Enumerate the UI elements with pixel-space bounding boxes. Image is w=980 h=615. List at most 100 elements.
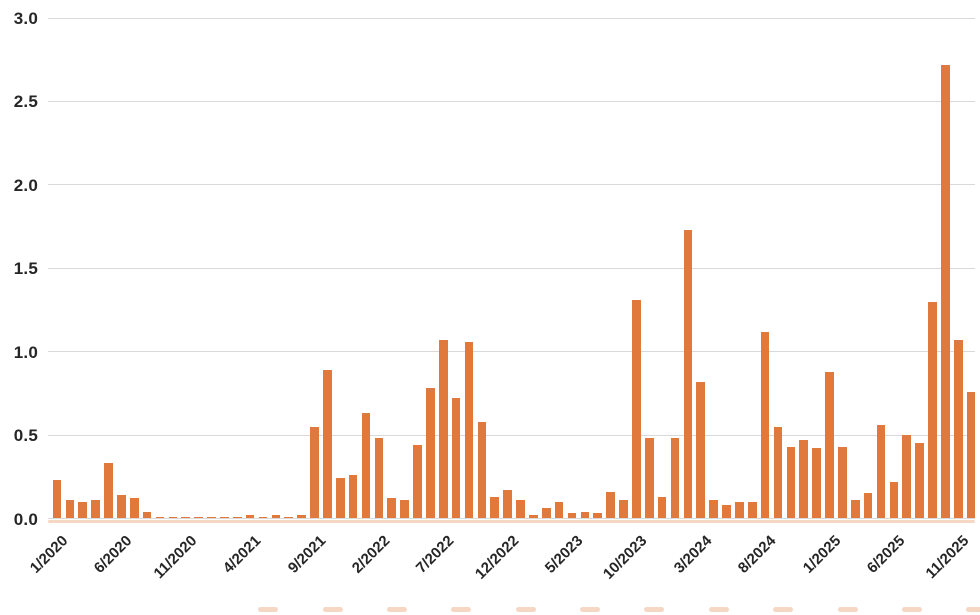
y-axis-tick-label: 0.0 xyxy=(13,509,38,529)
bar xyxy=(335,478,345,519)
bottom-edge-artifact xyxy=(322,607,343,612)
bottom-edge-artifact xyxy=(515,607,536,612)
bar xyxy=(348,475,358,519)
y-axis-tick-label: 2.5 xyxy=(13,92,38,112)
bar xyxy=(464,341,474,519)
bar xyxy=(941,64,950,519)
bar xyxy=(129,498,139,519)
bar xyxy=(786,446,796,519)
bottom-edge-artifact xyxy=(644,607,665,612)
bar xyxy=(670,438,680,519)
bar xyxy=(194,516,203,519)
bar xyxy=(438,339,448,519)
bar xyxy=(220,516,229,519)
bar xyxy=(65,500,75,519)
bar xyxy=(889,481,899,519)
bar xyxy=(117,495,126,519)
gridline xyxy=(48,100,975,102)
bar xyxy=(850,500,860,519)
bar xyxy=(966,391,976,519)
bar xyxy=(503,490,512,519)
bottom-edge-artifact xyxy=(708,607,729,612)
y-axis-tick-label: 1.0 xyxy=(13,342,38,362)
bar xyxy=(52,480,62,519)
y-axis-tick-label: 2.0 xyxy=(13,175,38,195)
bar xyxy=(902,435,912,519)
bar xyxy=(529,515,538,519)
bar xyxy=(155,516,165,519)
bar xyxy=(91,500,100,519)
gridline xyxy=(48,17,975,19)
bottom-edge-artifact xyxy=(386,607,407,612)
y-axis-tick-label: 3.0 xyxy=(13,9,38,28)
bar xyxy=(245,515,255,519)
bar xyxy=(374,438,384,519)
bar xyxy=(413,445,422,519)
bar xyxy=(207,516,216,519)
bar xyxy=(490,496,500,519)
bar xyxy=(683,229,693,519)
bar xyxy=(747,501,757,519)
bar xyxy=(554,501,564,519)
bar xyxy=(516,500,525,519)
bar xyxy=(632,299,641,519)
bottom-edge-artifact xyxy=(580,607,600,612)
bar xyxy=(593,513,603,519)
gridline xyxy=(48,518,975,519)
y-axis-tick-label: 0.5 xyxy=(13,426,38,446)
bar xyxy=(258,516,268,519)
bar xyxy=(284,516,294,519)
bar xyxy=(735,501,744,519)
bar xyxy=(181,516,191,519)
bottom-edge-artifact xyxy=(901,607,922,612)
bar xyxy=(709,500,718,519)
bar xyxy=(323,370,332,519)
bar xyxy=(657,496,667,519)
gridline xyxy=(48,267,975,269)
bottom-edge-artifact xyxy=(966,607,980,612)
gridline xyxy=(48,184,975,186)
bar xyxy=(928,301,937,519)
bar xyxy=(773,426,783,519)
bottom-edge-artifact xyxy=(451,607,472,612)
bar xyxy=(361,413,371,519)
bar xyxy=(799,440,809,519)
bar xyxy=(541,508,551,519)
bar xyxy=(606,491,615,519)
bar xyxy=(477,421,487,519)
bar xyxy=(953,339,963,519)
bar xyxy=(232,516,242,519)
bar xyxy=(580,511,590,519)
bar xyxy=(760,331,770,519)
bottom-edge-artifact xyxy=(773,607,794,612)
bar xyxy=(838,446,847,519)
bar xyxy=(297,515,306,519)
y-axis-tick-label: 1.5 xyxy=(13,259,38,279)
bar xyxy=(104,463,113,519)
gridline xyxy=(48,434,975,436)
bar xyxy=(168,516,178,519)
bar xyxy=(812,448,821,519)
bar xyxy=(825,371,834,519)
bar xyxy=(400,500,409,519)
bar xyxy=(644,438,654,519)
bar xyxy=(426,388,435,519)
bar xyxy=(722,505,731,519)
bar xyxy=(271,515,281,519)
bar xyxy=(567,513,577,519)
bar xyxy=(387,498,397,519)
bar xyxy=(310,426,319,519)
baseline-highlight xyxy=(48,520,975,523)
bottom-edge-artifact xyxy=(837,607,858,612)
bar xyxy=(863,493,873,519)
gridline xyxy=(48,351,975,353)
bar xyxy=(876,425,886,519)
bar xyxy=(142,511,152,519)
bar xyxy=(78,501,88,519)
bottom-edge-artifact xyxy=(258,607,279,612)
bar xyxy=(451,398,461,519)
bar xyxy=(915,443,924,519)
bar xyxy=(696,381,706,519)
bar xyxy=(619,500,628,519)
